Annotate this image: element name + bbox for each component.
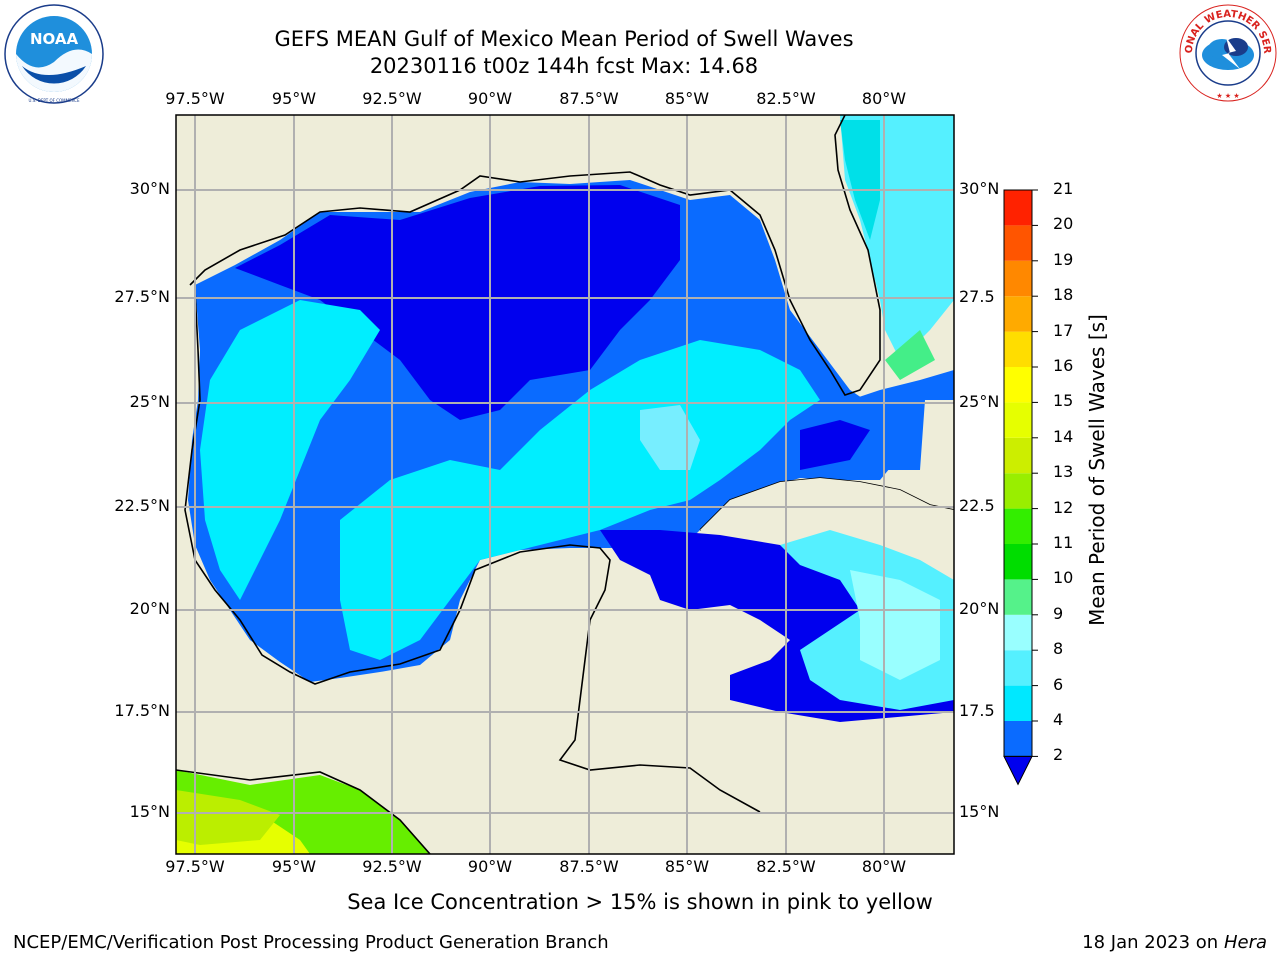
lat-label-left: 22.5°N [114, 496, 170, 515]
colorbar-segment [1004, 650, 1032, 686]
gulf-deep-blue [235, 185, 680, 420]
colorbar-tick-label: 19 [1053, 249, 1074, 269]
colorbar-tick-label: 8 [1053, 639, 1064, 659]
lat-label-right: 15°N [959, 802, 1000, 821]
colorbar-tick-label: 12 [1053, 497, 1074, 517]
lon-label-bottom: 97.5°W [165, 857, 225, 876]
colorbar-segment [1004, 367, 1032, 403]
lon-label-top: 92.5°W [362, 89, 422, 108]
colorbar-tick-label: 6 [1053, 674, 1064, 694]
chart-title: GEFS MEAN Gulf of Mexico Mean Period of … [274, 27, 854, 51]
lon-label-bottom: 87.5°W [559, 857, 619, 876]
colorbar-segment [1004, 437, 1032, 474]
lat-label-right: 27.5 [959, 287, 995, 306]
straits-deep [800, 420, 870, 470]
credit-text: NCEP/EMC/Verification Post Processing Pr… [13, 932, 609, 953]
colorbar-tick-label: 9 [1053, 603, 1064, 623]
lat-label-left: 17.5°N [114, 701, 170, 720]
lat-label-right: 30°N [959, 179, 1000, 198]
colorbar-segment [1004, 614, 1032, 651]
colorbar-tick-label: 18 [1053, 285, 1074, 305]
colorbar-tick-label: 4 [1053, 710, 1064, 729]
atlantic-green [885, 330, 935, 380]
caribbean-light [850, 570, 940, 680]
lon-label-bottom: 95°W [271, 857, 317, 876]
colorbar-segment [1004, 685, 1032, 721]
lat-label-right: 17.5 [959, 701, 995, 720]
colorbar-segment [1004, 225, 1032, 261]
pacific-swell-lime [176, 790, 280, 845]
lon-label-bottom: 92.5°W [362, 857, 422, 876]
colorbar-segment [1004, 296, 1032, 332]
date-text: 18 Jan 2023 on [1082, 932, 1224, 953]
lon-label-top: 85°W [664, 89, 710, 108]
colorbar-tick-label: 2 [1053, 745, 1064, 765]
nws-logo: NATIONAL WEATHER SERVICE ★ ★ ★ [1178, 3, 1277, 102]
chart-subtitle: 20230116 t00z 144h fcst Max: 14.68 [369, 54, 759, 78]
colorbar-tick-label: 21 [1053, 179, 1074, 198]
colorbar [1003, 189, 1038, 786]
colorbar-tick-label: 10 [1053, 568, 1074, 588]
colorbar-tick-label: 15 [1053, 391, 1074, 411]
lon-label-top: 87.5°W [559, 89, 619, 108]
lat-label-left: 27.5°N [114, 287, 170, 306]
lon-label-bottom: 82.5°W [756, 857, 816, 876]
lat-label-left: 20°N [129, 599, 170, 618]
colorbar-segment [1004, 331, 1032, 367]
lon-label-top: 82.5°W [756, 89, 816, 108]
lon-label-top: 95°W [271, 89, 317, 108]
lat-label-left: 15°N [129, 802, 170, 821]
colorbar-segment [1004, 260, 1032, 297]
colorbar-tick-label: 17 [1053, 320, 1074, 340]
atlantic-teal [840, 120, 880, 240]
lat-label-right: 20°N [959, 599, 1000, 618]
lon-label-top: 90°W [467, 89, 513, 108]
colorbar-title: Mean Period of Swell Waves [s] [1085, 314, 1109, 626]
gulf-light-cyan [200, 300, 380, 600]
svg-text:U.S. DEPT OF COMMERCE: U.S. DEPT OF COMMERCE [28, 98, 79, 103]
colorbar-tick-label: 16 [1053, 356, 1074, 375]
colorbar-tick-label: 20 [1053, 214, 1074, 234]
colorbar-segment [1004, 190, 1032, 226]
colorbar-segment [1004, 579, 1032, 615]
footnote: Sea Ice Concentration > 15% is shown in … [347, 890, 933, 914]
lon-label-top: 80°W [861, 89, 907, 108]
date-stamp: 18 Jan 2023 on Hera [1082, 932, 1267, 953]
svg-text:★ ★ ★: ★ ★ ★ [1216, 92, 1239, 100]
cuba-land [700, 478, 954, 530]
colorbar-segment [1004, 508, 1032, 544]
noaa-logo-text: NOAA [30, 30, 79, 48]
lon-label-bottom: 90°W [467, 857, 513, 876]
lon-label-top: 97.5°W [165, 89, 225, 108]
gulf-center-cyan [340, 340, 820, 660]
gulf-light-patch [640, 405, 700, 470]
noaa-logo: NOAA U.S. DEPT OF COMMERCE [4, 4, 104, 104]
lat-label-right: 25°N [959, 392, 1000, 411]
colorbar-segment [1004, 402, 1032, 438]
map-area [176, 115, 954, 854]
lon-label-bottom: 80°W [861, 857, 907, 876]
colorbar-tick-label: 11 [1053, 533, 1074, 552]
colorbar-segment [1004, 544, 1032, 580]
colorbar-tick-label: 14 [1053, 426, 1074, 446]
colorbar-segment [1004, 721, 1032, 757]
host-name: Hera [1223, 932, 1267, 953]
lat-label-left: 25°N [129, 392, 170, 411]
gridlines [176, 115, 954, 854]
colorbar-under-arrow [1003, 755, 1033, 786]
lon-label-bottom: 85°W [664, 857, 710, 876]
lat-label-right: 22.5 [959, 496, 995, 515]
lat-label-left: 30°N [129, 179, 170, 198]
colorbar-tick-label: 13 [1053, 462, 1074, 482]
colorbar-segment [1004, 473, 1032, 509]
map-frame [175, 114, 955, 855]
